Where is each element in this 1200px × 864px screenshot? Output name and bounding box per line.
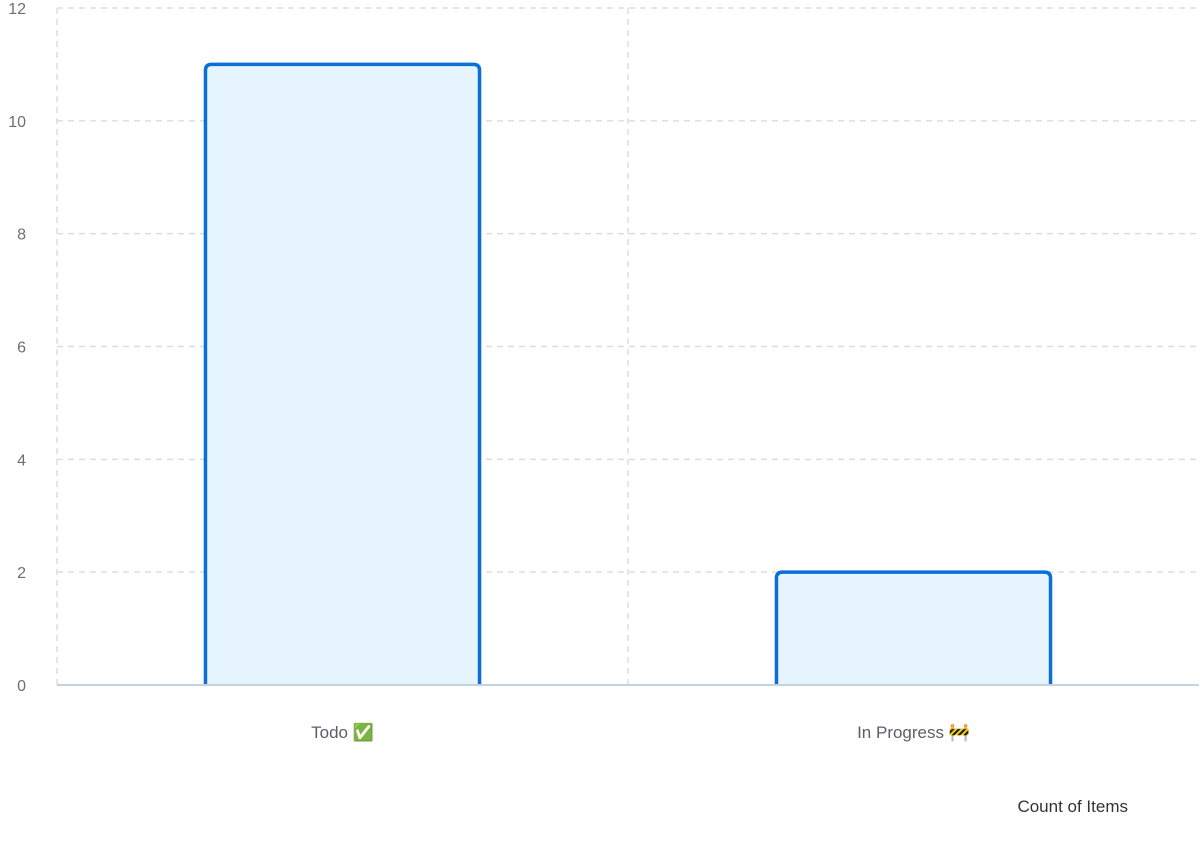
legend-label: Count of Items — [1017, 797, 1128, 816]
bars — [203, 62, 1053, 685]
bar — [203, 62, 482, 685]
y-tick-label: 4 — [17, 452, 26, 469]
axes: 0 2 4 6 8 10 12 Todo ✅ In Progress 🚧 — [8, 1, 1199, 742]
bar-fill — [205, 64, 480, 685]
x-tick-label: In Progress 🚧 — [857, 723, 970, 742]
y-tick-label: 2 — [17, 565, 26, 582]
y-tick-label: 10 — [8, 114, 26, 131]
bar — [774, 570, 1053, 685]
y-tick-label: 0 — [17, 678, 26, 695]
y-tick-label: 12 — [8, 1, 26, 18]
y-tick-label: 8 — [17, 227, 26, 244]
y-tick-label: 6 — [17, 340, 26, 357]
x-tick-label: Todo ✅ — [311, 722, 374, 742]
bar-fill — [776, 572, 1051, 685]
